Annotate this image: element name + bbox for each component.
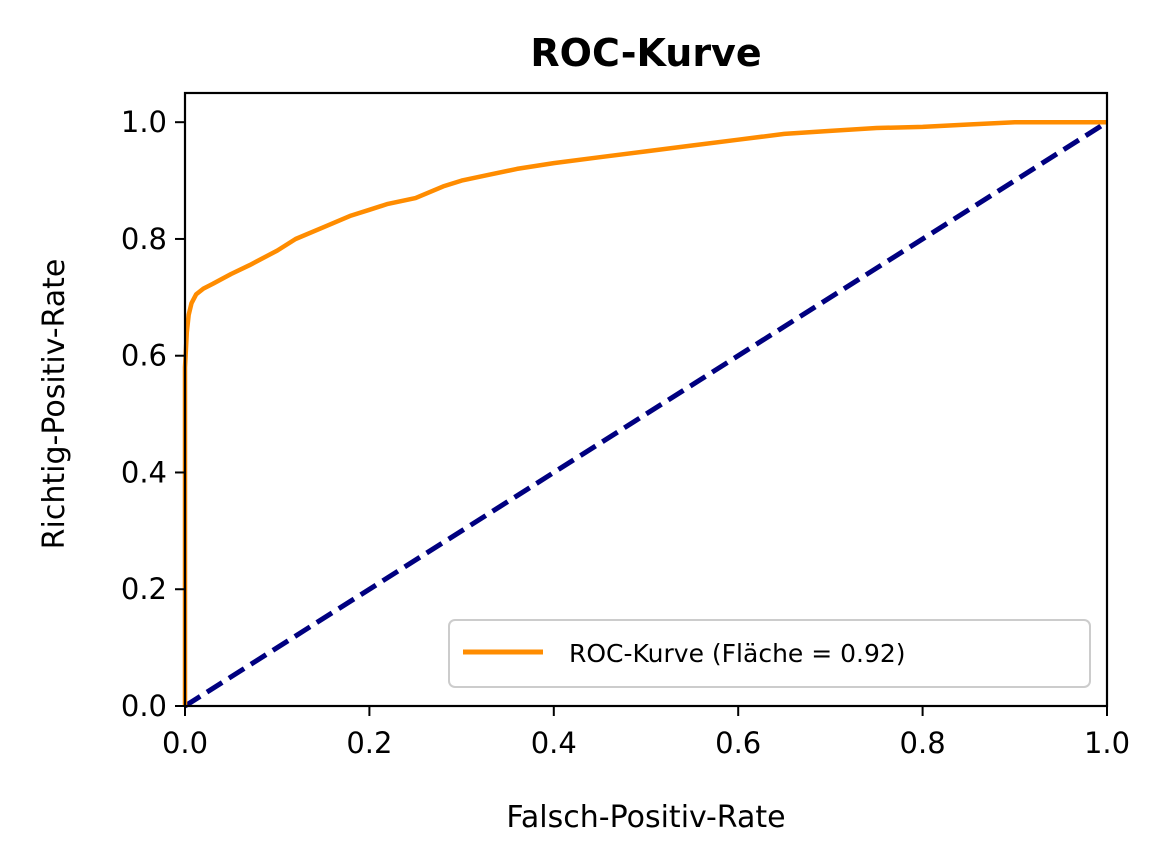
y-tick-label: 0.8 xyxy=(121,222,167,256)
x-tick-label: 0.4 xyxy=(531,726,577,760)
y-tick-label: 1.0 xyxy=(121,105,167,139)
legend-box xyxy=(448,619,1091,688)
chart-title: ROC-Kurve xyxy=(530,31,761,75)
x-tick-label: 0.6 xyxy=(715,726,761,760)
roc-curve-line xyxy=(182,119,1107,706)
x-tick-label: 0.8 xyxy=(900,726,946,760)
y-axis: 0.0 0.2 0.4 0.6 0.8 1.0 xyxy=(121,105,185,723)
x-tick-label: 1.0 xyxy=(1084,726,1130,760)
x-tick-label: 0.0 xyxy=(162,726,208,760)
plot-frame xyxy=(183,91,1109,708)
legend: ROC-Kurve (Fläche = 0.92) xyxy=(448,619,1091,688)
legend-label-roc: ROC-Kurve (Fläche = 0.92) xyxy=(569,639,906,668)
x-axis-label: Falsch-Positiv-Rate xyxy=(506,800,785,835)
y-axis-label: Richtig-Positiv-Rate xyxy=(37,259,72,550)
y-tick-label: 0.4 xyxy=(121,455,167,489)
y-tick-label: 0.2 xyxy=(121,572,167,606)
x-axis: 0.0 0.2 0.4 0.6 0.8 1.0 xyxy=(162,706,1130,760)
diagonal-reference-line xyxy=(183,120,1109,709)
plot-area xyxy=(182,119,1109,709)
y-tick-label: 0.0 xyxy=(121,689,167,723)
y-tick-label: 0.6 xyxy=(121,339,167,373)
x-tick-label: 0.2 xyxy=(346,726,392,760)
